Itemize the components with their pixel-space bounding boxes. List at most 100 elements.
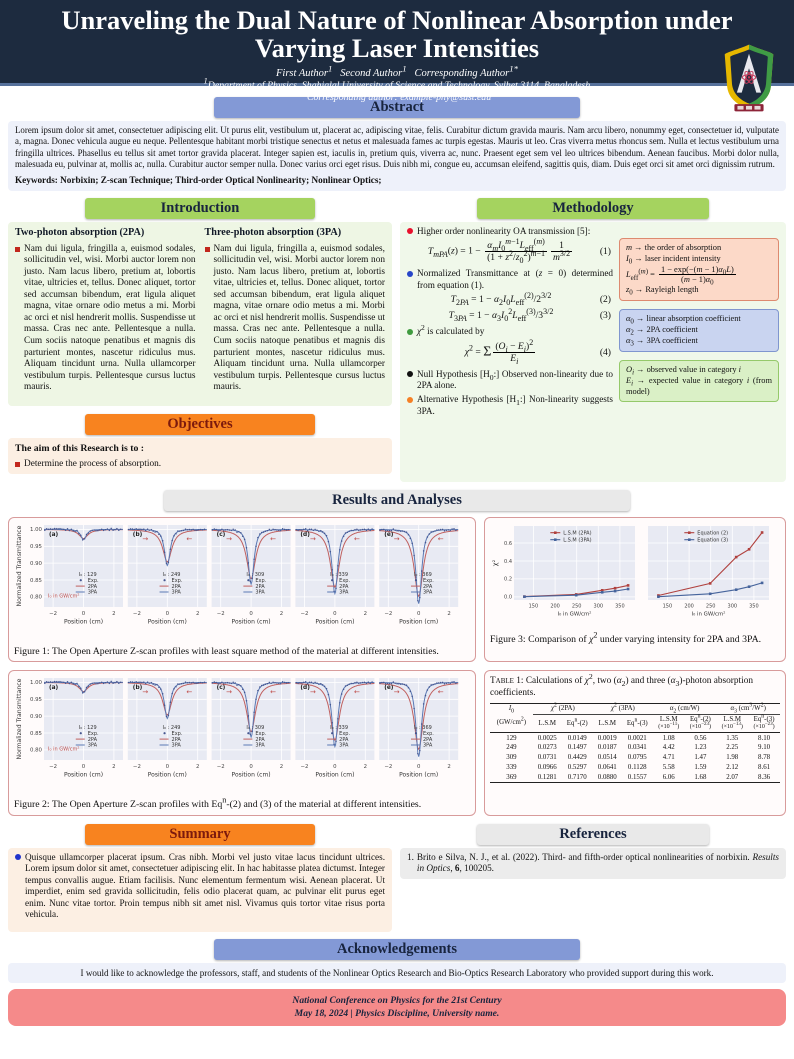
svg-text:I₀ : 369: I₀ : 369 [414,572,432,578]
acknowledgements-body: I would like to acknowledge the professo… [8,962,786,983]
svg-text:Exp.: Exp. [172,578,183,584]
poster-title: Unraveling the Dual Nature of Nonlinear … [61,5,733,64]
svg-text:0.80: 0.80 [30,748,43,754]
svg-text:2: 2 [196,611,199,617]
figure-3-chi-squared-chart: χ² 0.0 0.2 0.4 0.6 L.S.M (2PA) L.S.M (3PA) 150 2… [490,522,780,632]
svg-text:Exp.: Exp. [255,731,266,737]
svg-text:Position (cm): Position (cm) [64,772,103,779]
table-1-data-table: I0 χ2 (2PA) χ2 (3PA) α2 (cm/W) α3 (cm3/W2) (G… [490,702,780,784]
equation-1: TmPA(z) = 1 − αmI0m−1Leff(m) (1 + z2/z02)… [417,238,613,265]
svg-text:−2: −2 [49,611,57,617]
methodology-bullet-5: Alternative Hypothesis [H1:] Non-lineari… [407,394,613,417]
svg-text:0.80: 0.80 [30,595,43,601]
equation-3-number: (3) [599,310,611,322]
svg-text:I₀ : 129: I₀ : 129 [79,572,97,578]
svg-text:←: ← [186,689,192,697]
section-summary: Summary Quisque ullamcorper placerat ips… [8,823,392,932]
corresponding-author-line: *Corresponding author: example-phy@sust.… [302,88,492,103]
intro-2pa-text: Nam dui ligula, fringilla a, euismod sod… [24,243,196,393]
figure-2-zscan-chart: Normalized Transmittance 0.80 0.85 0.90 0.95… [14,675,470,797]
svg-text:Position (cm): Position (cm) [148,772,187,779]
svg-text:2PA: 2PA [423,737,433,743]
figure-2-box: Normalized Transmittance 0.80 0.85 0.90 0.95… [8,670,476,816]
svg-text:−2: −2 [301,764,309,770]
svg-text:3PA: 3PA [339,590,349,596]
svg-text:−2: −2 [384,764,392,770]
svg-text:−2: −2 [301,611,309,617]
svg-text:Position (cm): Position (cm) [399,618,438,625]
methodology-bullet-2-text: Normalized Transmittance at (z = 0) dete… [417,268,613,290]
equation-2-math: T2PA = 1 − α2I0Leff(2)/23/2 [450,290,552,308]
svg-text:(d): (d) [300,685,310,691]
svg-text:←: ← [270,535,276,543]
svg-text:0: 0 [166,611,170,617]
svg-text:0: 0 [82,764,86,770]
svg-text:I₀ : 249: I₀ : 249 [163,725,181,731]
intro-3pa-bullet: Nam dui ligula, fringilla a, euismod sod… [204,244,385,394]
intro-2pa-title: Two-photon absorption (2PA) [15,226,145,238]
results-heading: Results and Analyses [163,489,631,511]
figure-1-caption: Figure 1: The Open Aperture Z-scan profi… [14,645,439,657]
svg-text:2PA: 2PA [255,584,265,590]
svg-text:0.95: 0.95 [30,544,42,550]
svg-text:−2: −2 [384,611,392,617]
svg-text:Exp.: Exp. [339,578,350,584]
svg-text:→: → [226,535,232,543]
svg-text:150: 150 [663,603,673,609]
equation-2: T2PA = 1 − α2I0Leff(2)/23/2 (2) [417,290,613,308]
svg-text:I₀ : 249: I₀ : 249 [163,572,181,578]
summary-bullet: Quisque ullamcorper placerat ipsum. Cras… [15,852,385,920]
methodology-definition-boxes: m → the order of absorption I0 → laser in… [619,226,779,478]
summary-text: Quisque ullamcorper placerat ipsum. Cras… [25,851,385,919]
svg-text:250: 250 [706,603,716,609]
svg-text:2PA: 2PA [339,584,349,590]
svg-text:2PA: 2PA [423,584,433,590]
objectives-body: The aim of this Research is to : Determi… [8,437,392,475]
figure-3-caption: Figure 3: Comparison of χ2 under varying… [490,630,762,645]
svg-text:Normalized Transmittance: Normalized Transmittance [16,679,23,760]
methodology-bullet-4: Null Hypothesis [H0:] Observed non-linea… [407,369,613,392]
conference-name: National Conference on Physics for the 2… [292,995,502,1007]
svg-text:1.00: 1.00 [30,527,43,533]
green-dot-bullet-icon [407,328,413,335]
abstract-body: Lorem ipsum dolor sit amet, consectetuer… [8,121,786,191]
section-results: Results and Analyses Normalized Transmit… [8,489,786,816]
equation-4-math: χ2 = Σ (Oi − Ei)2 Ei [464,337,536,366]
university-logo-icon [718,44,780,112]
svg-text:3PA: 3PA [255,590,265,596]
svg-text:0.85: 0.85 [30,578,42,584]
summary-body: Quisque ullamcorper placerat ipsum. Cras… [8,847,392,932]
definitions-box-transmission: m → the order of absorption I0 → laser in… [619,237,779,301]
svg-text:0: 0 [166,764,170,770]
svg-text:1.00: 1.00 [30,681,43,687]
svg-text:0: 0 [333,764,337,770]
intro-column-2pa: Two-photon absorption (2PA) Nam dui ligu… [15,226,196,394]
svg-text:−2: −2 [133,764,141,770]
svg-text:3PA: 3PA [172,590,182,596]
svg-text:←: ← [438,689,444,697]
orange-dot-bullet-icon [407,396,413,403]
abstract-text: Lorem ipsum dolor sit amet, consectetuer… [15,125,779,169]
svg-text:0: 0 [249,764,253,770]
svg-text:Exp.: Exp. [339,731,350,737]
svg-text:−2: −2 [217,764,225,770]
methodology-bullet-2: Normalized Transmittance at (z = 0) dete… [407,268,613,291]
svg-text:0: 0 [417,611,421,617]
blue-dot-bullet-icon [15,854,21,861]
svg-text:Equation (3): Equation (3) [697,537,728,543]
svg-text:(d): (d) [300,532,310,538]
svg-text:300: 300 [728,603,738,609]
svg-text:2: 2 [447,611,450,617]
svg-text:I₀ : 309: I₀ : 309 [246,725,264,731]
references-heading: References [477,823,709,845]
svg-text:−2: −2 [133,611,141,617]
svg-text:Position (cm): Position (cm) [232,618,271,625]
blue-dot-bullet-icon [407,270,413,277]
svg-text:(b): (b) [133,532,143,538]
svg-text:L.S.M (3PA): L.S.M (3PA) [563,537,591,543]
figure-2-caption: Figure 2: The Open Aperture Z-scan profi… [14,796,422,811]
svg-text:←: ← [270,689,276,697]
svg-text:←: ← [354,535,360,543]
introduction-body: Two-photon absorption (2PA) Nam dui ligu… [8,221,392,406]
svg-text:2PA: 2PA [172,737,182,743]
